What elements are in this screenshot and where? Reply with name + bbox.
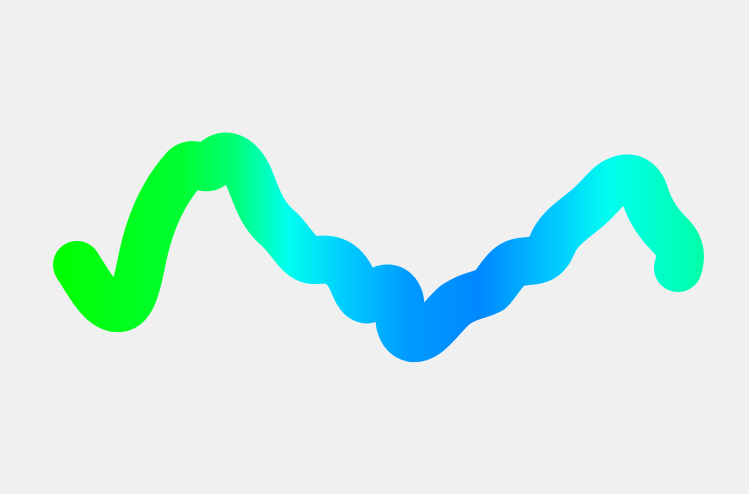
brush-stroke [53,132,704,362]
